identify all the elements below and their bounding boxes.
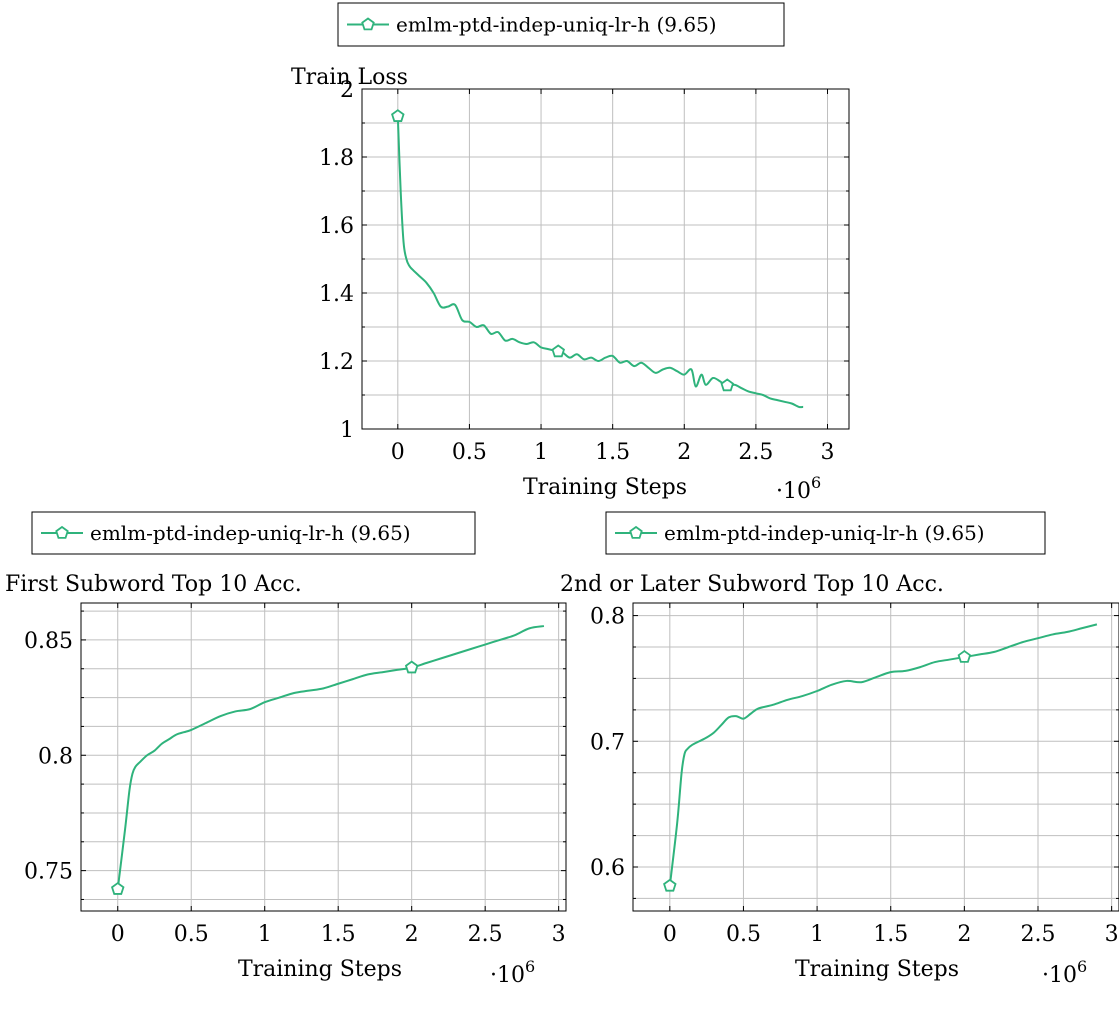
series-marker [551, 344, 565, 358]
x-tick-label: 0.5 [452, 440, 487, 465]
legend-label: emlm-ptd-indep-uniq-lr-h (9.65) [90, 521, 411, 545]
x-axis-label: Training Steps [523, 475, 687, 500]
x-tick-label: 0.5 [726, 922, 761, 947]
series-marker [110, 881, 125, 895]
series-line [116, 625, 545, 890]
legend: emlm-ptd-indep-uniq-lr-h (9.65) [605, 511, 1046, 555]
x-tick-label: 2.5 [738, 440, 773, 465]
x-axis-multiplier-exponent: 6 [811, 473, 821, 492]
x-axis-multiplier-base: ·10 [1042, 963, 1077, 988]
y-tick-label: 1.4 [319, 282, 354, 307]
legend-box [337, 2, 785, 47]
legend: emlm-ptd-indep-uniq-lr-h (9.65) [31, 511, 476, 555]
series-line [396, 116, 804, 409]
chart-title: First Subword Top 10 Acc. [5, 572, 302, 597]
x-tick-label: 1 [810, 922, 824, 947]
y-tick-label: 1.2 [319, 350, 354, 375]
x-axis-multiplier: ·106 [1042, 957, 1087, 988]
series-line [668, 623, 1098, 886]
plot-frame [632, 602, 1119, 912]
legend-marker-swatch [629, 525, 643, 539]
legend-marker-swatch [55, 525, 69, 539]
x-tick-label: 0 [111, 922, 125, 947]
chart-3: 0 0.5 1 1.5 2 2.5 3 0.6 0.7 0.8 2nd or Later Subwo… [560, 511, 1119, 988]
series-marker [404, 660, 419, 674]
x-tick-label: 0.5 [174, 922, 209, 947]
x-axis-label: Training Steps [795, 957, 959, 982]
y-tick-label: 1.6 [319, 214, 354, 239]
plot-frame [80, 602, 567, 912]
y-tick-label: 0.7 [590, 730, 625, 755]
x-tick-label: 3 [821, 440, 835, 465]
chart-title: 2nd or Later Subword Top 10 Acc. [560, 572, 944, 597]
y-tick-label: 0.6 [590, 856, 625, 881]
x-tick-label: 2 [957, 922, 971, 947]
y-tick-label: 1 [340, 418, 354, 443]
x-tick-label: 3 [552, 922, 566, 947]
x-axis-label: Training Steps [238, 957, 402, 982]
legend-box [605, 511, 1046, 555]
x-axis-multiplier-base: ·10 [490, 963, 525, 988]
legend-marker-swatch [361, 17, 375, 31]
x-tick-label: 1.5 [873, 922, 908, 947]
y-tick-label: 0.8 [38, 744, 73, 769]
y-tick-label: 1.8 [319, 146, 354, 171]
chart-2: 0 0.5 1 1.5 2 2.5 3 0.75 0.8 0.85 First Subword To… [5, 511, 567, 988]
x-tick-label: 3 [1105, 922, 1119, 947]
x-axis-multiplier: ·106 [776, 473, 821, 504]
x-tick-label: 2.5 [468, 922, 503, 947]
x-tick-label: 2.5 [1021, 922, 1056, 947]
series-marker [391, 109, 405, 122]
x-axis-multiplier-exponent: 6 [525, 957, 535, 976]
y-tick-label: 0.85 [24, 629, 73, 654]
legend-label: emlm-ptd-indep-uniq-lr-h (9.65) [664, 521, 985, 545]
x-tick-label: 0 [391, 440, 405, 465]
series-marker [663, 878, 677, 892]
chart-title: Train Loss [291, 65, 408, 90]
y-tick-label: 0.75 [24, 860, 73, 885]
series-marker [720, 378, 735, 392]
legend-box [31, 511, 476, 555]
x-tick-label: 1 [258, 922, 272, 947]
x-axis-multiplier: ·106 [490, 957, 535, 988]
x-axis-multiplier-base: ·10 [776, 479, 811, 504]
y-tick-label: 2 [340, 78, 354, 103]
x-axis-multiplier-exponent: 6 [1077, 957, 1087, 976]
x-tick-label: 1.5 [595, 440, 630, 465]
x-tick-label: 2 [677, 440, 691, 465]
series-marker [957, 649, 972, 663]
y-tick-label: 0.8 [590, 605, 625, 630]
x-tick-label: 1.5 [321, 922, 356, 947]
x-tick-label: 1 [534, 440, 548, 465]
legend: emlm-ptd-indep-uniq-lr-h (9.65) [337, 2, 785, 47]
legend-label: emlm-ptd-indep-uniq-lr-h (9.65) [396, 13, 717, 37]
x-tick-label: 2 [405, 922, 419, 947]
x-tick-label: 0 [663, 922, 677, 947]
